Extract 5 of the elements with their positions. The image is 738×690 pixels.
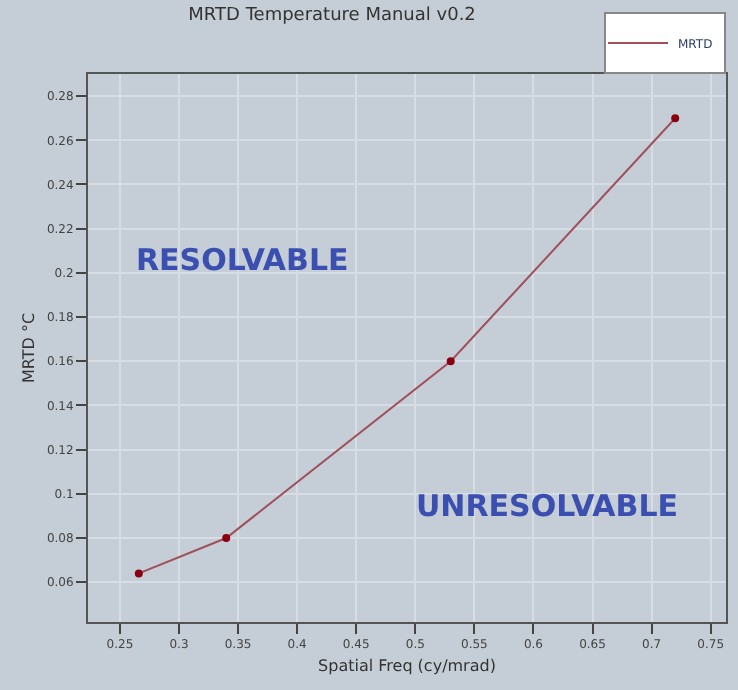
annotation: RESOLVABLE <box>136 242 349 278</box>
chart-title: MRTD Temperature Manual v0.2 <box>188 5 476 26</box>
x-axis-title: Spatial Freq (cy/mrad) <box>318 656 496 675</box>
y-axis-title: MRTD °C <box>20 312 39 384</box>
annotation: UNRESOLVABLE <box>416 488 679 524</box>
